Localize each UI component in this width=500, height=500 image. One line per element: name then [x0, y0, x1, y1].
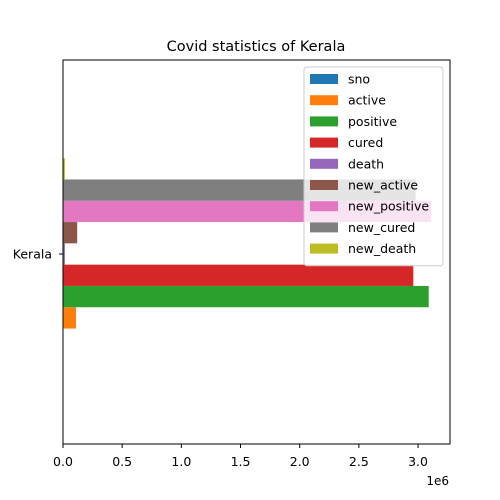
x-tick-label: 2.0 — [290, 454, 310, 469]
legend-label-new-death: new_death — [348, 241, 416, 256]
legend-swatch-positive — [310, 116, 338, 127]
bar-new-death — [63, 158, 65, 180]
legend-swatch-new-positive — [310, 201, 338, 212]
legend-label-new-active: new_active — [348, 178, 418, 193]
legend-label-sno: sno — [348, 72, 370, 87]
chart-title: Covid statistics of Kerala — [167, 39, 346, 55]
legend-swatch-cured — [310, 137, 338, 148]
bar-death — [63, 243, 65, 265]
y-tick-label: Kerala — [13, 247, 52, 262]
legend-label-active: active — [348, 93, 386, 108]
legend-label-positive: positive — [348, 114, 397, 129]
legend-label-new-positive: new_positive — [348, 199, 429, 214]
bar-positive — [63, 285, 429, 308]
bar-new-active — [63, 222, 78, 244]
legend: sno active positive cured death new_activenew… — [303, 66, 444, 267]
x-axis-scale-label: 1e6 — [426, 474, 449, 488]
y-axis: Kerala — [13, 247, 63, 262]
x-tick-label: 0.5 — [112, 454, 132, 469]
legend-swatch-new-active — [310, 180, 338, 190]
legend-swatch-death — [310, 158, 338, 169]
x-tick-label: 0.0 — [53, 454, 73, 469]
legend-swatch-new-cured — [310, 222, 338, 233]
legend-label-new-cured: new_cured — [348, 220, 415, 235]
x-tick-label: 1.0 — [171, 454, 191, 469]
x-tick-label: 1.5 — [231, 454, 251, 469]
x-axis: 0.0 0.5 1.0 1.5 2.0 2.5 3.0 — [53, 444, 428, 469]
axes-frame — [62, 59, 451, 445]
x-tick-label: 3.0 — [408, 454, 428, 469]
legend-swatch-new-death — [310, 243, 338, 254]
legend-swatch-active — [310, 95, 338, 106]
x-tick-label: 2.5 — [349, 454, 369, 469]
bar-active — [63, 307, 77, 329]
legend-swatch-sno — [310, 74, 338, 84]
legend-label-cured: cured — [348, 135, 383, 150]
legend-label-death: death — [348, 156, 384, 171]
legend-frame — [303, 66, 444, 267]
bar-cured — [63, 264, 414, 286]
